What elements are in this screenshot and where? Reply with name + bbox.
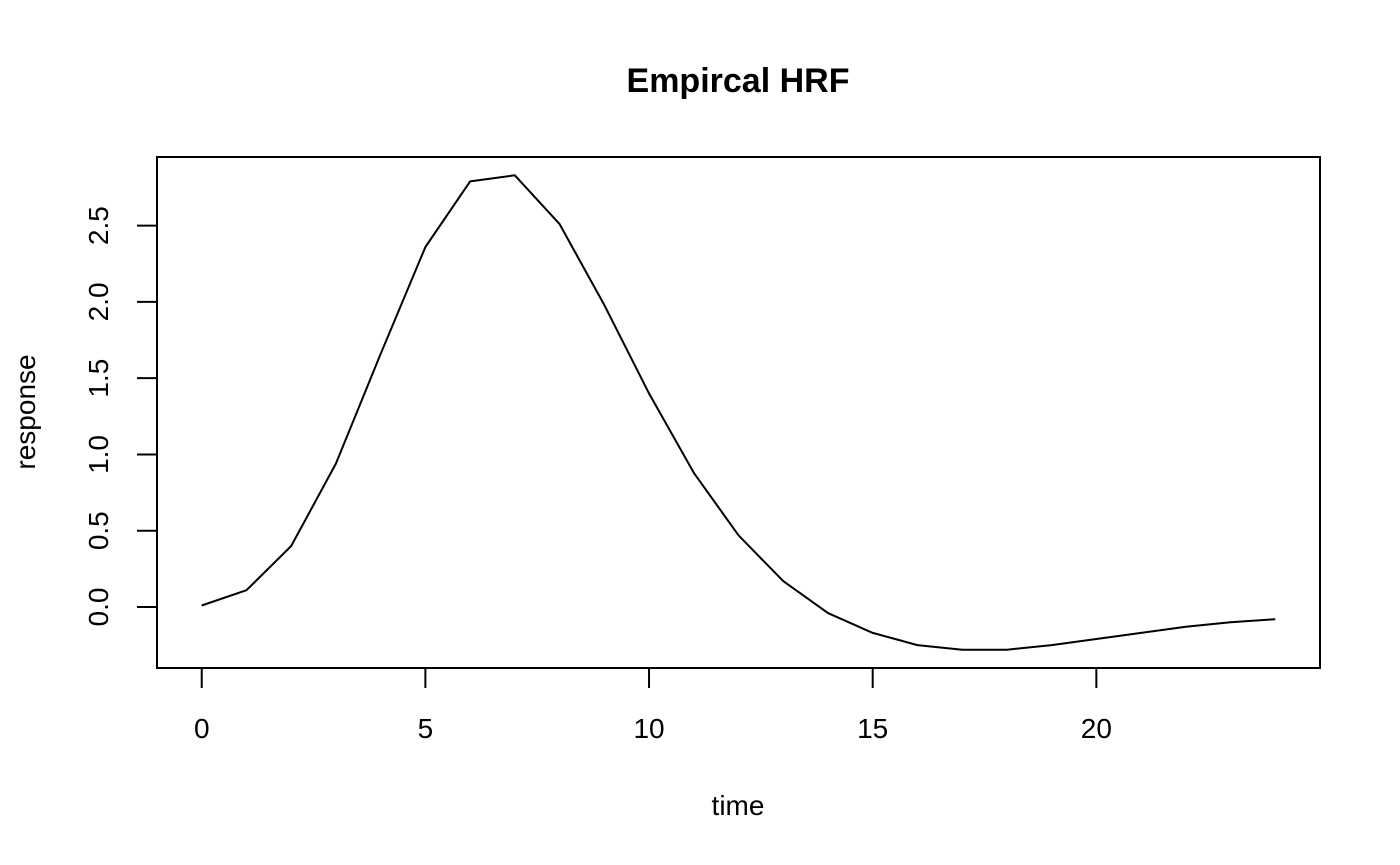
y-tick-label: 1.5 (83, 359, 114, 398)
plot-frame (156, 156, 1321, 669)
y-tick-label: 1.0 (83, 435, 114, 474)
y-tick-label: 0.0 (83, 588, 114, 627)
series-line (201, 174, 1276, 651)
x-tick-label: 5 (418, 713, 434, 744)
y-axis: 0.0 0.5 1.0 1.5 2.0 2.5 (83, 206, 158, 627)
y-tick-label: 0.5 (83, 511, 114, 550)
x-tick-label: 10 (633, 713, 664, 744)
x-tick-label: 15 (857, 713, 888, 744)
x-tick-label: 0 (194, 713, 210, 744)
series-layer (201, 174, 1276, 651)
y-tick-label: 2.0 (83, 282, 114, 321)
x-tick-label: 20 (1081, 713, 1112, 744)
chart-title: Empircal HRF (627, 62, 850, 100)
y-tick-label: 2.5 (83, 206, 114, 245)
x-axis-label: time (712, 790, 765, 821)
x-axis: 0 5 10 15 20 (194, 667, 1112, 744)
y-axis-label: response (10, 354, 41, 469)
